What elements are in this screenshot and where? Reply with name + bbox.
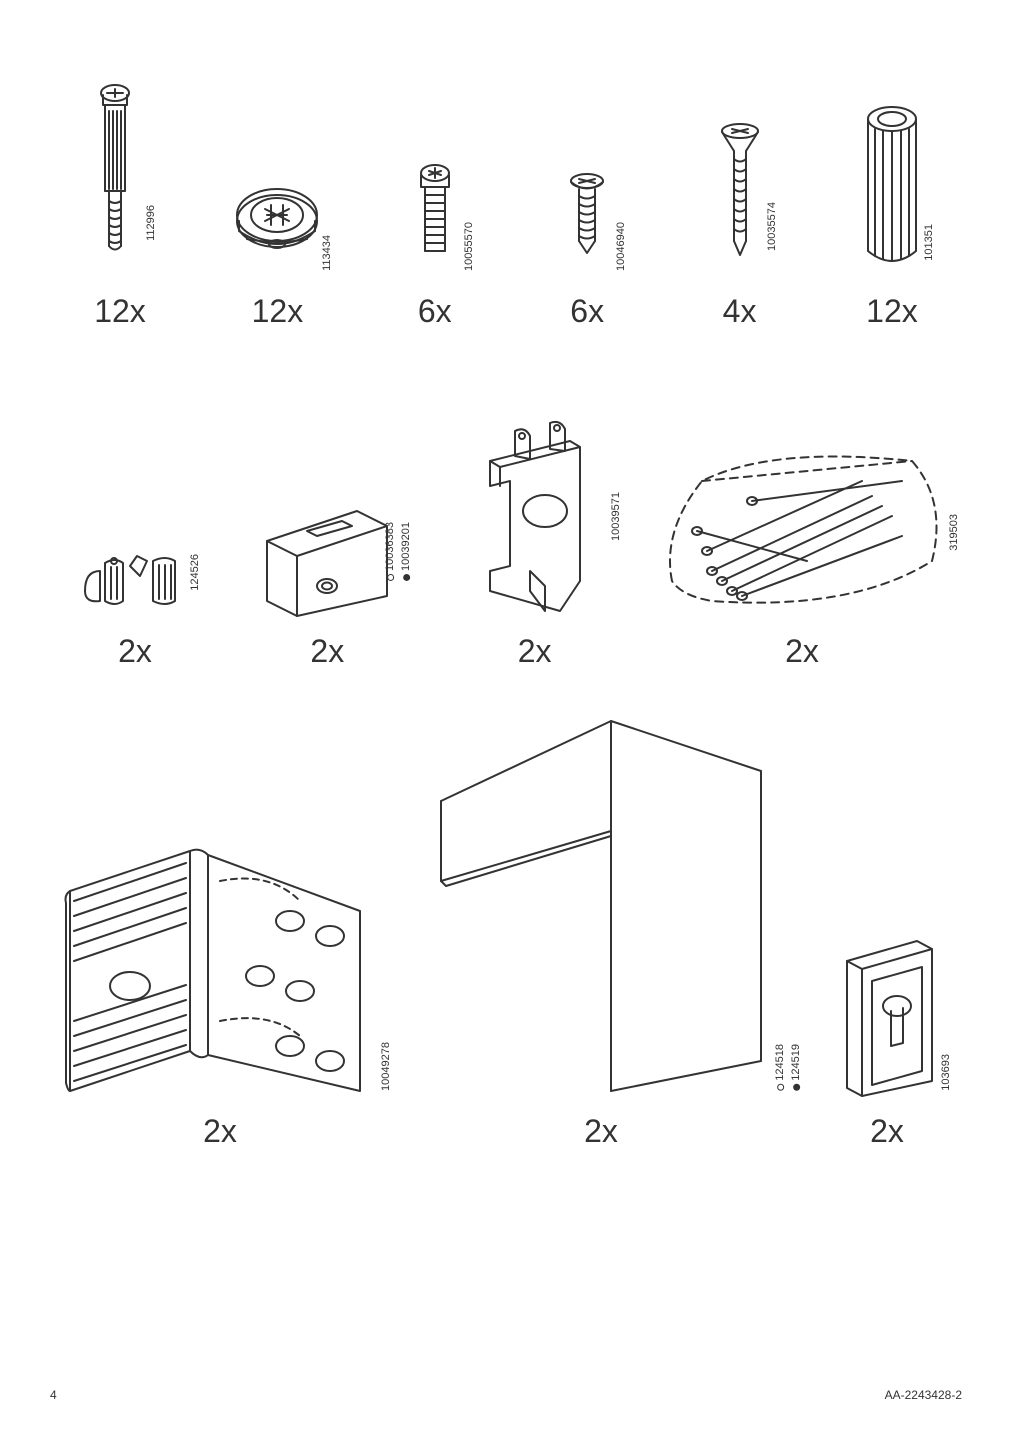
corner-panel-icon — [411, 701, 791, 1101]
partnum-label: 10039571 — [610, 492, 622, 541]
partnum-label: 319503 — [948, 514, 960, 551]
partnum-label-a: 10036383 — [383, 522, 398, 571]
nail-bag-icon — [652, 441, 952, 621]
qty-label: 2x — [310, 633, 344, 670]
part-clip: 124526 2x — [50, 421, 220, 670]
partnum-label-b: 10039201 — [399, 522, 414, 571]
part-screw-med: 10046940 6x — [517, 81, 657, 330]
qty-label: 2x — [118, 633, 152, 670]
partnum-label: 112996 — [145, 205, 157, 241]
partnum-label: 10046940 — [615, 222, 627, 271]
page: 112996 12x 113434 12x — [0, 0, 1012, 1432]
part-lock-plate: 10039571 2x — [435, 401, 635, 670]
hinge-bracket-icon — [60, 821, 380, 1101]
qty-label: 2x — [203, 1113, 237, 1150]
part-keyhole-bracket: 103693 2x — [812, 901, 962, 1150]
partnum-label: 113434 — [321, 235, 333, 271]
qty-label: 12x — [866, 293, 918, 330]
keyhole-bracket-icon — [832, 931, 942, 1101]
qty-label: 2x — [518, 633, 552, 670]
parts-row-1: 112996 12x 113434 12x — [50, 80, 962, 330]
part-dowel: 101351 12x — [822, 81, 962, 330]
part-hinge-bracket: 10049278 2x — [50, 781, 390, 1150]
dowel-icon — [857, 101, 927, 281]
qty-label: 6x — [418, 293, 452, 330]
bracket-plate-icon — [257, 501, 397, 621]
partnum-label: 10055570 — [463, 222, 475, 271]
part-corner-panel: 124518 124519 2x — [391, 701, 811, 1150]
qty-label: 2x — [870, 1113, 904, 1150]
page-footer: 4 AA-2243428-2 — [50, 1388, 962, 1402]
cam-lock-icon — [227, 171, 327, 281]
short-bolt-icon — [405, 161, 465, 281]
part-nail-bag: 319503 2x — [642, 421, 962, 670]
qty-label: 2x — [785, 633, 819, 670]
partnum-label: 124526 — [189, 554, 201, 591]
part-cam-lock: 113434 12x — [202, 81, 352, 330]
partnum-label-b: 124519 — [789, 1044, 804, 1081]
partnum-label: 10035574 — [766, 202, 778, 251]
part-cam-bolt: 112996 12x — [50, 81, 190, 330]
page-number: 4 — [50, 1388, 57, 1402]
part-short-bolt: 10055570 6x — [365, 81, 505, 330]
qty-label: 12x — [252, 293, 304, 330]
screw-cs-icon — [710, 121, 770, 281]
screw-med-icon — [557, 171, 617, 281]
doc-reference: AA-2243428-2 — [885, 1388, 962, 1402]
qty-label: 2x — [584, 1113, 618, 1150]
qty-label: 6x — [570, 293, 604, 330]
qty-label: 4x — [723, 293, 757, 330]
parts-row-3: 10049278 2x 124518 124519 2x — [50, 730, 962, 1150]
parts-row-2: 124526 2x 10036383 10039201 2 — [50, 390, 962, 670]
cam-bolt-icon — [85, 81, 155, 281]
part-bracket-plate: 10036383 10039201 2x — [227, 421, 427, 670]
partnum-label-a: 124518 — [773, 1044, 788, 1081]
lock-plate-icon — [460, 411, 610, 621]
qty-label: 12x — [94, 293, 146, 330]
partnum-label: 103693 — [940, 1054, 952, 1091]
partnum-label: 101351 — [923, 224, 935, 261]
part-screw-cs: 10035574 4x — [670, 81, 810, 330]
clip-icon — [75, 531, 195, 621]
